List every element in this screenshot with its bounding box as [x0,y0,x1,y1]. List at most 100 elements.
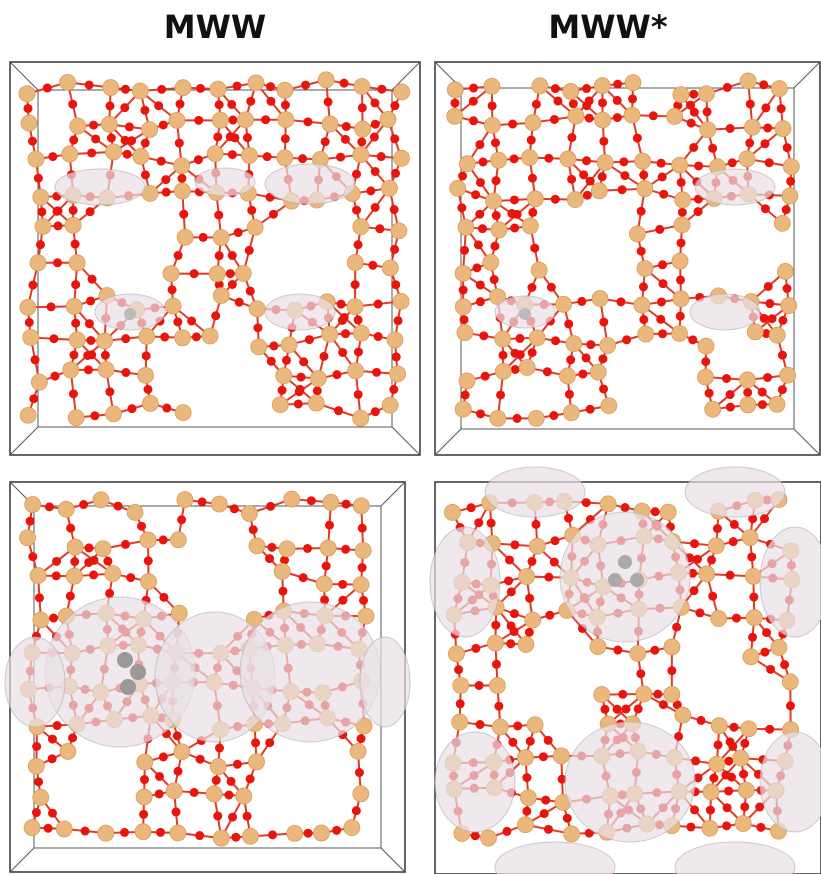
silicon-atom [771,639,787,655]
silicon-atom [355,121,371,137]
oxygen-atom [783,284,792,293]
silicon-atom [68,410,84,426]
oxygen-atom [758,388,767,397]
oxygen-atom [677,238,686,247]
silicon-atom [560,151,576,167]
oxygen-atom [69,136,78,145]
oxygen-atom [190,269,199,278]
silicon-atom [354,78,370,94]
oxygen-atom [354,390,363,399]
oxygen-atom [726,390,735,399]
silicon-atom [175,330,191,346]
oxygen-atom [390,245,399,254]
oxygen-atom [472,263,481,272]
oxygen-atom [476,720,485,729]
cell-edge [435,429,461,455]
oxygen-atom [786,701,795,710]
structure-panel [5,482,410,872]
silicon-atom [448,646,464,662]
silicon-atom [322,116,338,132]
silicon-atom [747,324,763,340]
structures [0,0,821,874]
oxygen-atom [569,99,578,108]
silicon-atom [771,81,787,97]
oxygen-atom [639,282,648,291]
silicon-atom [742,530,758,546]
oxygen-atom [634,704,643,713]
cell-edge [10,62,38,90]
silicon-atom [66,568,82,584]
oxygen-atom [567,175,576,184]
oxygen-atom [263,152,272,161]
oxygen-atom [269,341,278,350]
oxygen-atom [549,411,558,420]
oxygen-atom [177,515,186,524]
oxygen-atom [86,207,95,216]
silicon-atom [484,117,500,133]
oxygen-atom [144,556,153,565]
oxygen-atom [69,206,78,215]
oxygen-atom [461,391,470,400]
oxygen-atom [337,300,346,309]
silicon-atom [637,181,653,197]
silicon-atom [455,401,471,417]
silicon-atom [393,293,409,309]
oxygen-atom [354,347,363,356]
oxygen-atom [758,400,767,409]
oxygen-atom [101,351,110,360]
oxygen-atom [585,114,594,123]
silicon-atom [674,217,690,233]
silicon-atom [133,149,149,165]
oxygen-atom [566,355,575,364]
oxygen-atom [48,809,57,818]
oxygen-atom [121,368,130,377]
silicon-atom [137,754,153,770]
silicon-atom [518,636,534,652]
oxygen-atom [701,357,710,366]
silicon-atom [344,820,360,836]
oxygen-atom [650,646,659,655]
oxygen-atom [586,177,595,186]
silicon-atom [277,150,293,166]
oxygen-atom [550,558,559,567]
silicon-atom [600,496,616,512]
silicon-atom [175,405,191,421]
oxygen-atom [69,389,78,398]
silicon-atom [140,532,156,548]
oxygen-atom [155,789,164,798]
silicon-atom [782,188,798,204]
oxygen-atom [469,116,478,125]
oxygen-atom [713,524,722,533]
oxygen-atom [125,122,134,131]
silicon-atom [241,506,257,522]
oxygen-atom [760,648,769,657]
silicon-atom [320,540,336,556]
silicon-atom [769,327,785,343]
oxygen-atom [761,204,770,213]
oxygen-atom [765,299,774,308]
silicon-atom [739,372,755,388]
silicon-atom [308,395,324,411]
oxygen-atom [89,570,98,579]
oxygen-atom [278,587,287,596]
oxygen-atom [226,269,235,278]
structure-panel [435,62,820,455]
oxygen-atom [777,104,786,113]
structure-panel [430,467,821,874]
oxygen-atom [551,195,560,204]
oxygen-atom [599,384,608,393]
oxygen-atom [694,161,703,170]
silicon-atom [380,111,396,127]
oxygen-atom [491,621,500,630]
silicon-atom [673,87,689,103]
oxygen-atom [728,742,737,751]
oxygen-atom [747,552,756,561]
silicon-atom [127,504,143,520]
oxygen-atom [703,107,712,116]
oxygen-atom [29,394,38,403]
oxygen-atom [230,504,239,513]
oxygen-atom [760,514,769,523]
silicon-atom [347,299,363,315]
oxygen-atom [51,372,60,381]
silicon-atom [381,180,397,196]
